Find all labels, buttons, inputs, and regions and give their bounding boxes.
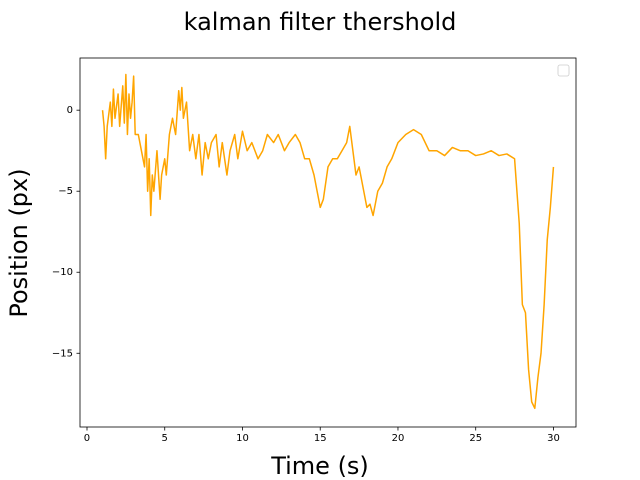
x-tick-label: 5 xyxy=(162,433,168,444)
chart-title: kalman filter thershold xyxy=(184,8,457,36)
y-tick-label: −5 xyxy=(58,186,73,197)
x-tick-label: 25 xyxy=(469,433,482,444)
y-tick-label: −15 xyxy=(52,348,73,359)
y-axis-label: Position (px) xyxy=(5,168,33,317)
x-tick-label: 0 xyxy=(84,433,90,444)
x-tick-label: 15 xyxy=(314,433,327,444)
data-line xyxy=(101,73,555,410)
y-tick-label: 0 xyxy=(67,105,73,116)
x-tick-label: 20 xyxy=(392,433,405,444)
plot-frame xyxy=(79,57,577,428)
x-tick-label: 10 xyxy=(236,433,249,444)
legend-box xyxy=(557,64,570,77)
x-axis-label: Time (s) xyxy=(270,452,369,480)
x-tick-label: 30 xyxy=(547,433,560,444)
y-tick-label: −10 xyxy=(52,267,73,278)
